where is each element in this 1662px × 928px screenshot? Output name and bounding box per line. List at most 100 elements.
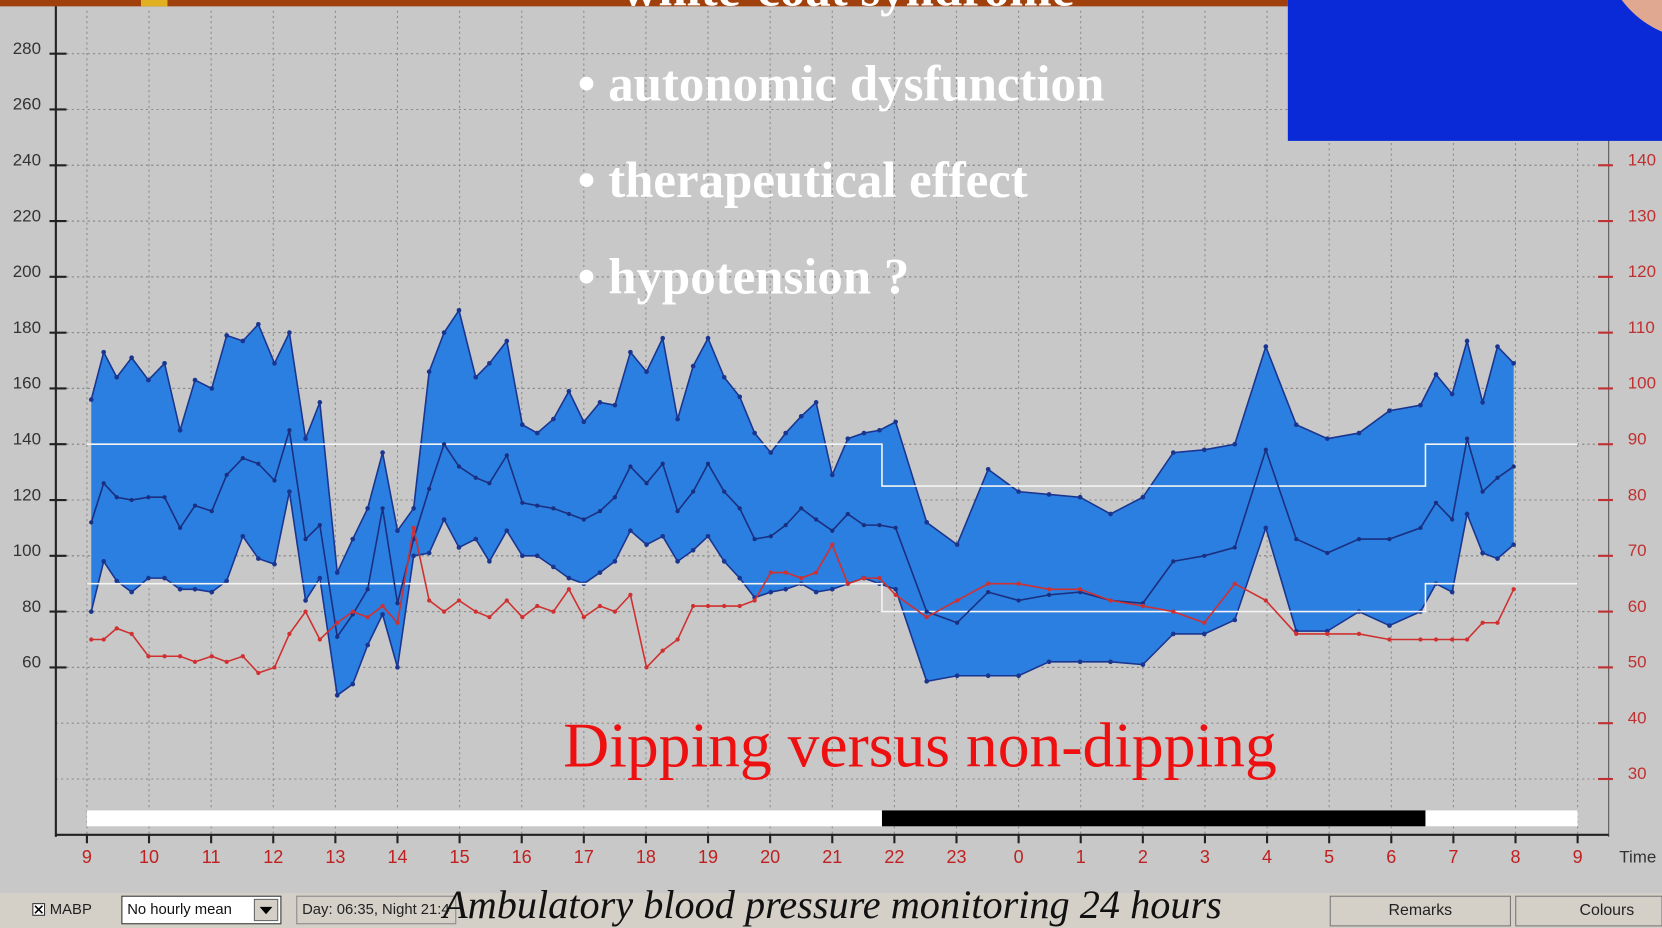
band-point — [1464, 511, 1470, 517]
series-point — [691, 603, 696, 609]
series-point — [129, 631, 134, 637]
band-point — [985, 467, 991, 472]
y-tick-label: 100 — [13, 541, 41, 560]
series-point — [114, 626, 119, 631]
series-point — [893, 525, 898, 531]
x-axis-label: Time — [1619, 848, 1656, 867]
series-point — [287, 631, 292, 637]
series-point — [877, 576, 882, 581]
band-point — [1433, 372, 1439, 377]
band-point — [177, 586, 183, 592]
series-point — [1433, 500, 1439, 505]
series-point — [1263, 447, 1268, 452]
series-point — [240, 456, 245, 461]
series-point — [209, 509, 214, 514]
series-point — [520, 500, 525, 505]
y2-tick-label: 50 — [1628, 653, 1647, 672]
band-point — [1511, 360, 1516, 366]
band-point — [192, 586, 198, 592]
band-point — [690, 363, 696, 369]
series-point — [365, 587, 370, 592]
series-point — [737, 603, 742, 609]
band-point — [519, 553, 525, 559]
series-point — [1325, 550, 1330, 556]
series-point — [487, 481, 492, 486]
series-point — [845, 581, 850, 586]
series-point — [1464, 637, 1470, 642]
x-tick-label: 0 — [1014, 847, 1024, 867]
series-point — [395, 620, 400, 625]
series-point — [1433, 637, 1439, 642]
band-point — [1263, 344, 1269, 349]
series-point — [1464, 436, 1470, 441]
band-point — [395, 528, 400, 534]
series-point — [675, 509, 680, 514]
band-point — [317, 400, 323, 405]
band-point — [551, 564, 556, 570]
band-point — [240, 533, 246, 539]
band-point — [1016, 673, 1021, 679]
series-point — [1108, 598, 1113, 603]
x-tick-label: 8 — [1511, 847, 1521, 867]
series-point — [1495, 475, 1500, 480]
y2-tick-label: 140 — [1628, 151, 1656, 170]
series-point — [427, 486, 432, 491]
series-point — [89, 520, 94, 525]
band-point — [1170, 450, 1176, 455]
x-tick-label: 7 — [1448, 847, 1458, 867]
band-point — [1293, 422, 1299, 428]
y2-tick-label: 130 — [1628, 206, 1656, 225]
band-point — [473, 374, 479, 380]
band-point — [162, 575, 167, 581]
video-hand — [1621, 0, 1662, 32]
band-point — [487, 360, 492, 366]
x-tick-label: 6 — [1386, 847, 1396, 867]
band-point — [504, 528, 510, 534]
band-point — [628, 528, 633, 534]
band-point — [798, 413, 804, 419]
band-edge — [90, 308, 1515, 576]
band-point — [1449, 391, 1455, 397]
button[interactable] — [1329, 895, 1511, 927]
x-tick-label: 15 — [450, 847, 470, 867]
band-point — [1108, 659, 1113, 665]
series-point — [395, 601, 400, 606]
band-point — [737, 575, 743, 581]
band-point — [317, 575, 323, 581]
plot: 6080100120140160180200220240260280304050… — [13, 0, 1656, 867]
band-point — [1511, 542, 1516, 547]
series-point — [612, 609, 617, 614]
series-point — [877, 523, 882, 528]
y2-tick-label: 60 — [1628, 597, 1647, 616]
series-point — [1387, 536, 1392, 542]
x-tick-label: 16 — [512, 847, 532, 867]
series-point — [1480, 620, 1485, 625]
band-point — [612, 402, 618, 408]
band-point — [1170, 631, 1176, 637]
band-point — [1495, 344, 1500, 349]
series-point — [192, 503, 198, 508]
series-point — [597, 603, 603, 609]
series-point — [256, 670, 261, 676]
band-point — [861, 430, 867, 436]
x-tick-label: 10 — [139, 847, 159, 867]
checkbox-check — [34, 905, 43, 914]
band-point — [1449, 589, 1455, 595]
series-point — [89, 637, 94, 642]
band-point — [893, 419, 898, 425]
series-point — [1325, 631, 1330, 637]
band-point — [129, 355, 134, 361]
band-point — [88, 397, 94, 402]
series-point — [1511, 464, 1516, 469]
period-box — [296, 895, 457, 925]
band-point — [101, 559, 107, 564]
period-label: Day: 06:35, Night 21:4 — [302, 902, 450, 918]
series-point — [612, 495, 617, 500]
band-point — [985, 673, 991, 679]
series-point — [520, 615, 525, 620]
band-point — [209, 386, 215, 391]
x-tick-label: 9 — [82, 847, 92, 867]
band-point — [768, 589, 774, 595]
button[interactable] — [1515, 895, 1662, 927]
